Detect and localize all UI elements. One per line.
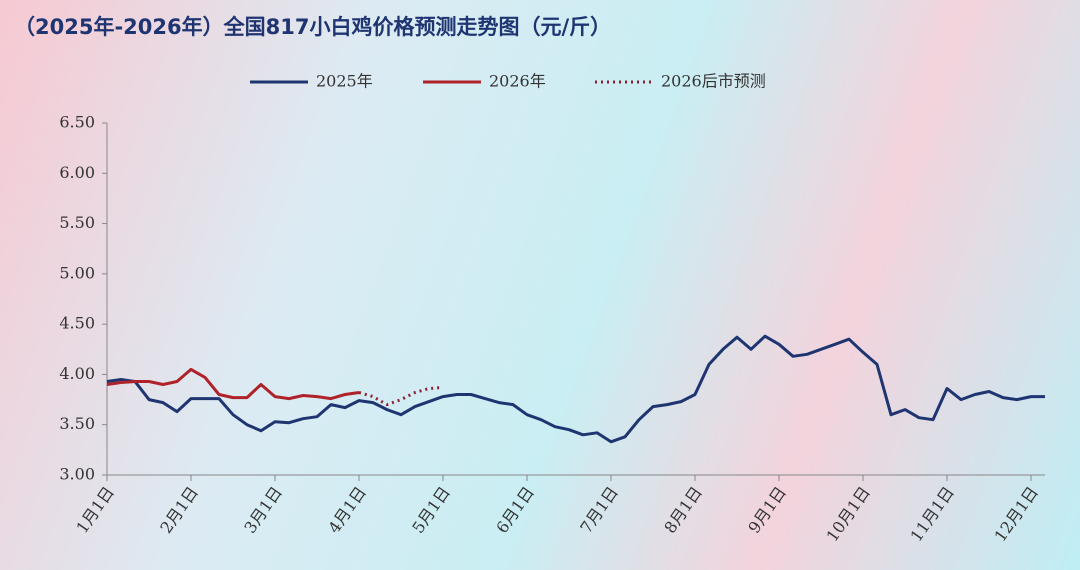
y-tick-label: 6.50 [59, 113, 95, 132]
legend-label: 2026后市预测 [661, 72, 766, 91]
y-tick-label: 5.50 [59, 213, 95, 232]
x-tick-label: 5月1日 [408, 483, 454, 537]
x-tick-label: 7月1日 [576, 483, 622, 537]
y-tick-label: 3.50 [59, 414, 95, 433]
series-line [106, 367, 360, 401]
chart-title: （2025年-2026年）全国817小白鸡价格预测走势图（元/斤） [14, 15, 611, 39]
legend-label: 2025年 [316, 72, 373, 91]
x-tick-label: 8月1日 [660, 483, 706, 537]
x-tick-label: 10月1日 [823, 483, 874, 545]
y-tick-label: 6.00 [59, 163, 95, 182]
legend-label: 2026年 [489, 72, 546, 91]
x-tick-label: 6月1日 [492, 483, 538, 537]
y-tick-label: 3.00 [59, 465, 95, 484]
x-tick-label: 11月1日 [907, 483, 958, 545]
series-line [106, 334, 1045, 444]
x-tick-label: 9月1日 [744, 483, 790, 537]
y-tick-label: 4.00 [59, 364, 95, 383]
y-tick-label: 5.00 [59, 263, 95, 282]
x-tick-label: 2月1日 [156, 483, 202, 537]
x-tick-label: 3月1日 [240, 483, 286, 537]
x-tick-label: 4月1日 [324, 483, 370, 537]
x-tick-label: 12月1日 [991, 483, 1042, 545]
x-tick-label: 1月1日 [72, 483, 118, 537]
y-tick-label: 4.50 [59, 314, 95, 333]
